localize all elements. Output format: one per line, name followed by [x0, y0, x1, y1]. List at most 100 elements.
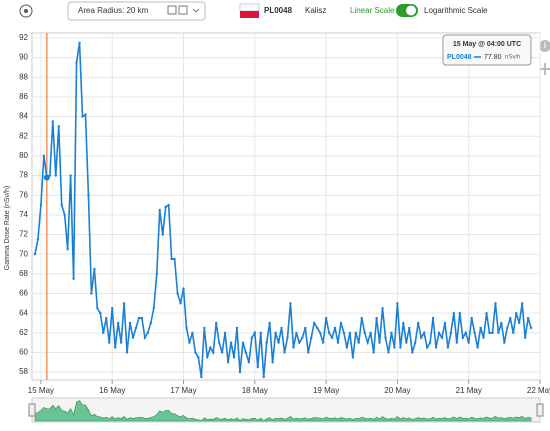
data-point	[488, 331, 491, 335]
x-tick-label: 22 May	[527, 386, 550, 395]
data-point	[51, 120, 54, 123]
data-point	[458, 311, 461, 315]
data-point	[125, 351, 129, 354]
data-point	[173, 257, 176, 261]
data-point	[422, 331, 426, 335]
tooltip: 15 May @ 04:00 UTC PL0048 77.80 nSv/h	[442, 34, 532, 66]
data-point	[197, 356, 200, 359]
data-point	[206, 356, 209, 359]
data-point	[506, 326, 509, 330]
x-tick-label: 15 May	[28, 386, 54, 395]
data-point	[185, 326, 188, 330]
data-point	[81, 115, 84, 118]
data-point	[111, 307, 114, 310]
tooltip-box	[442, 34, 532, 66]
y-tick-label: 84	[19, 112, 28, 121]
y-tick-label: 82	[19, 131, 28, 140]
locate-icon[interactable]	[19, 4, 33, 18]
data-point	[214, 321, 218, 325]
data-point	[360, 316, 363, 320]
data-point	[277, 341, 280, 344]
flag-white	[239, 3, 260, 12]
y-tick-label: 58	[19, 367, 28, 376]
data-point	[512, 331, 515, 335]
data-point	[425, 346, 429, 349]
data-point	[223, 331, 227, 335]
linear-label[interactable]: Linear Scale	[350, 6, 395, 15]
data-point	[96, 307, 99, 310]
data-point	[330, 336, 334, 339]
data-point	[289, 302, 292, 305]
info-icon[interactable]	[539, 40, 550, 52]
data-point	[500, 321, 503, 325]
y-tick-label: 86	[19, 92, 28, 101]
data-point	[310, 336, 313, 339]
data-point	[116, 321, 120, 325]
info-glyph: i	[544, 41, 546, 50]
plus-btn[interactable]	[178, 5, 188, 15]
data-point	[449, 331, 453, 335]
data-point	[57, 125, 60, 128]
data-point	[122, 302, 126, 305]
navigator-area	[34, 400, 532, 422]
x-tick-label: 16 May	[99, 386, 125, 395]
y-tick-label: 62	[19, 328, 28, 337]
data-point	[414, 341, 417, 344]
chevron	[192, 8, 200, 13]
data-point	[78, 41, 81, 45]
data-point	[176, 292, 179, 295]
add-icon[interactable]	[539, 63, 550, 75]
data-point	[63, 213, 66, 217]
data-point	[378, 341, 381, 344]
data-point	[244, 351, 248, 354]
data-point	[268, 321, 271, 325]
station-id: PL0048	[264, 6, 293, 15]
data-point	[381, 307, 384, 310]
data-point	[348, 331, 352, 335]
data-point	[485, 311, 488, 315]
navigator-handle[interactable]	[536, 403, 544, 417]
y-tick-label: 70	[19, 249, 28, 258]
data-point	[366, 341, 369, 344]
tooltip-time: 15 May @ 04:00 UTC	[453, 41, 521, 48]
data-point	[470, 316, 473, 320]
data-point	[405, 341, 408, 344]
data-point	[321, 341, 325, 344]
data-point	[515, 311, 518, 315]
data-point	[188, 341, 191, 344]
navigator-handle[interactable]	[28, 403, 36, 417]
data-point	[520, 302, 524, 305]
data-point	[431, 316, 435, 320]
data-point	[336, 341, 340, 344]
data-point	[146, 331, 150, 335]
data-point	[295, 331, 298, 335]
data-point	[217, 341, 221, 344]
x-tick-label: 17 May	[170, 386, 196, 395]
data-point	[158, 208, 161, 212]
data-point	[128, 321, 132, 325]
data-point	[390, 331, 393, 335]
log-label[interactable]: Logarithmic Scale	[424, 6, 488, 15]
data-point	[161, 233, 164, 236]
data-point	[339, 321, 343, 325]
data-point	[523, 336, 527, 339]
data-point	[333, 326, 337, 330]
data-point	[60, 203, 63, 207]
data-point	[324, 316, 328, 320]
data-point	[113, 346, 117, 349]
data-point	[479, 326, 482, 330]
locate-dot	[24, 9, 28, 13]
data-point	[509, 316, 512, 320]
data-point	[529, 326, 533, 330]
data-point	[464, 331, 467, 335]
minus-btn[interactable]	[167, 5, 177, 15]
data-point	[259, 331, 262, 335]
data-point	[229, 341, 233, 344]
data-point	[342, 331, 346, 335]
data-point	[503, 341, 506, 344]
data-point	[318, 331, 322, 335]
data-point	[75, 61, 78, 64]
tooltip-station: PL0048	[447, 54, 472, 61]
